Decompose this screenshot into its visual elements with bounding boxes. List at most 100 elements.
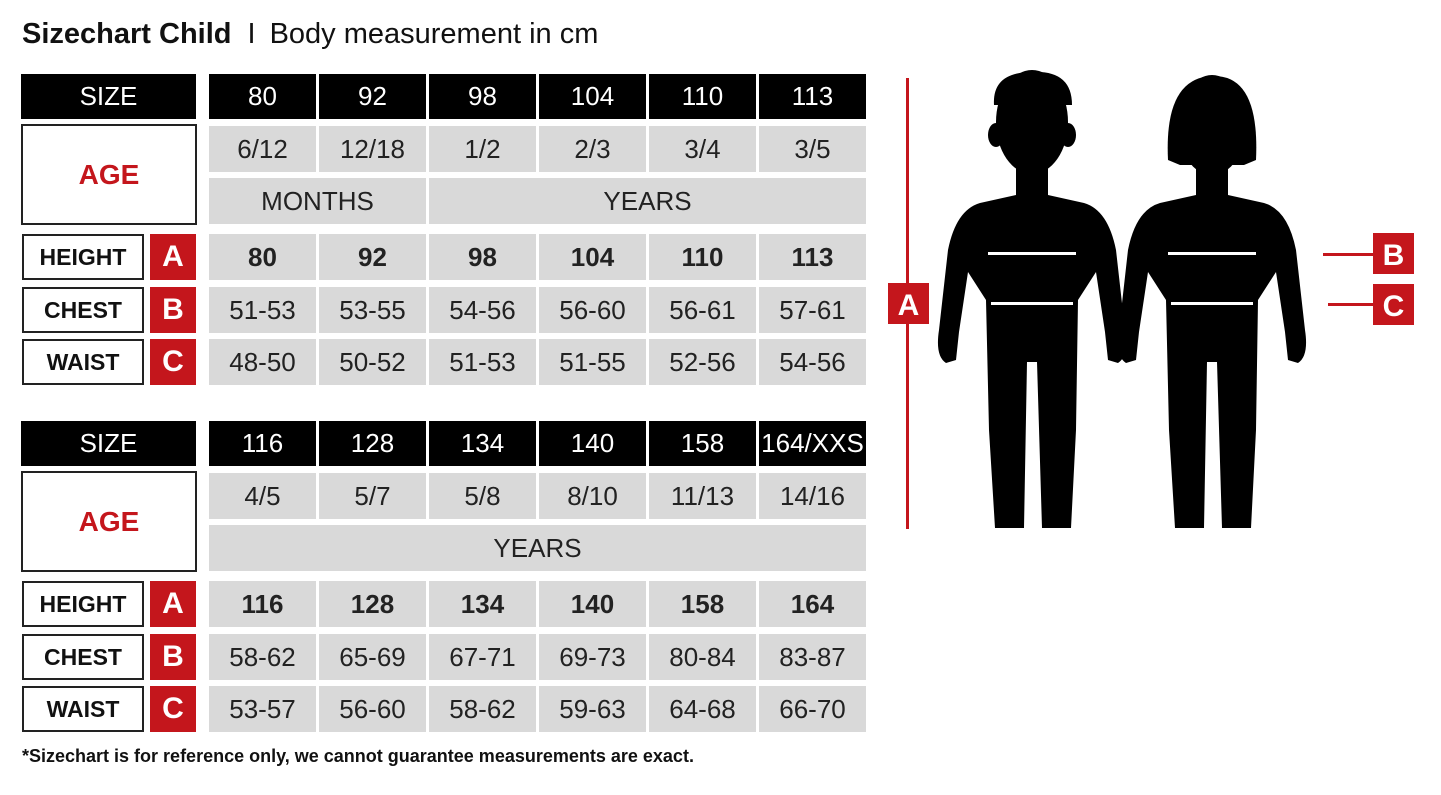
marker-c-badge: C bbox=[150, 686, 196, 732]
marker-a-box bbox=[888, 283, 929, 324]
waist-value-cell: 52-56 bbox=[649, 339, 756, 385]
height-line-top bbox=[906, 78, 909, 284]
girl-silhouette-icon bbox=[1117, 75, 1307, 528]
waist-value-cell: 50-52 bbox=[319, 339, 426, 385]
page-title: Sizechart Child I Body measurement in cm bbox=[22, 18, 598, 51]
height-value-cell: 164 bbox=[759, 581, 866, 627]
height-value-cell: 158 bbox=[649, 581, 756, 627]
size-column-header: 158 bbox=[649, 421, 756, 466]
age-cell: 5/7 bbox=[319, 473, 426, 519]
size-header: SIZE bbox=[21, 74, 196, 119]
marker-b-badge: B bbox=[150, 634, 196, 680]
size-column-header: 164/XXS bbox=[759, 421, 866, 466]
size-column-header: 113 bbox=[759, 74, 866, 119]
height-value-cell: 128 bbox=[319, 581, 426, 627]
height-line-bottom bbox=[906, 324, 909, 529]
waist-label: WAIST bbox=[22, 339, 144, 385]
size-column-header: 98 bbox=[429, 74, 536, 119]
waist-value-cell: 51-55 bbox=[539, 339, 646, 385]
age-cell: 6/12 bbox=[209, 126, 316, 172]
size-column-header: 134 bbox=[429, 421, 536, 466]
waist-value-cell: 53-57 bbox=[209, 686, 316, 732]
waist-line bbox=[1328, 303, 1373, 306]
marker-b-badge: B bbox=[150, 287, 196, 333]
waist-value-cell: 66-70 bbox=[759, 686, 866, 732]
height-marker: A bbox=[888, 78, 929, 529]
height-value-cell: 113 bbox=[759, 234, 866, 280]
waist-value-cell: 54-56 bbox=[759, 339, 866, 385]
marker-a-label: A bbox=[898, 289, 920, 322]
size-column-header: 116 bbox=[209, 421, 316, 466]
chest-value-cell: 54-56 bbox=[429, 287, 536, 333]
height-value-cell: 140 bbox=[539, 581, 646, 627]
age-unit-cell: MONTHS bbox=[209, 178, 426, 224]
marker-a-badge: A bbox=[150, 581, 196, 627]
chest-value-cell: 51-53 bbox=[209, 287, 316, 333]
waist-marker: C bbox=[1328, 284, 1414, 325]
age-cell: 12/18 bbox=[319, 126, 426, 172]
age-unit-cell: YEARS bbox=[429, 178, 866, 224]
marker-a-badge: A bbox=[150, 234, 196, 280]
waist-value-cell: 58-62 bbox=[429, 686, 536, 732]
size-column-header: 104 bbox=[539, 74, 646, 119]
waist-value-cell: 48-50 bbox=[209, 339, 316, 385]
marker-c-label: C bbox=[1383, 290, 1405, 323]
waist-value-cell: 51-53 bbox=[429, 339, 536, 385]
age-label: AGE bbox=[21, 124, 197, 225]
chest-value-cell: 53-55 bbox=[319, 287, 426, 333]
height-value-cell: 116 bbox=[209, 581, 316, 627]
size-column-header: 140 bbox=[539, 421, 646, 466]
age-cell: 3/5 bbox=[759, 126, 866, 172]
chest-value-cell: 80-84 bbox=[649, 634, 756, 680]
boy-silhouette-icon bbox=[937, 70, 1127, 528]
height-value-cell: 98 bbox=[429, 234, 536, 280]
height-label: HEIGHT bbox=[22, 581, 144, 627]
waist-value-cell: 64-68 bbox=[649, 686, 756, 732]
chest-label: CHEST bbox=[22, 287, 144, 333]
disclaimer-footnote: *Sizechart is for reference only, we can… bbox=[22, 746, 694, 766]
chest-marker: B bbox=[1323, 233, 1414, 274]
chest-line bbox=[1323, 253, 1373, 256]
age-cell: 2/3 bbox=[539, 126, 646, 172]
size-column-header: 80 bbox=[209, 74, 316, 119]
chest-value-cell: 58-62 bbox=[209, 634, 316, 680]
size-column-header: 128 bbox=[319, 421, 426, 466]
age-cell: 14/16 bbox=[759, 473, 866, 519]
size-header: SIZE bbox=[21, 421, 196, 466]
title-main: Sizechart Child bbox=[22, 18, 232, 50]
size-column-header: 92 bbox=[319, 74, 426, 119]
chest-value-cell: 57-61 bbox=[759, 287, 866, 333]
height-value-cell: 110 bbox=[649, 234, 756, 280]
height-value-cell: 80 bbox=[209, 234, 316, 280]
chest-value-cell: 67-71 bbox=[429, 634, 536, 680]
age-cell: 4/5 bbox=[209, 473, 316, 519]
marker-c-box bbox=[1373, 284, 1414, 325]
marker-b-box bbox=[1373, 233, 1414, 274]
chest-value-cell: 56-60 bbox=[539, 287, 646, 333]
age-cell: 11/13 bbox=[649, 473, 756, 519]
waist-value-cell: 59-63 bbox=[539, 686, 646, 732]
chest-value-cell: 65-69 bbox=[319, 634, 426, 680]
chest-value-cell: 56-61 bbox=[649, 287, 756, 333]
chest-value-cell: 69-73 bbox=[539, 634, 646, 680]
age-cell: 5/8 bbox=[429, 473, 536, 519]
size-column-header: 110 bbox=[649, 74, 756, 119]
waist-label: WAIST bbox=[22, 686, 144, 732]
age-cell: 8/10 bbox=[539, 473, 646, 519]
age-label: AGE bbox=[21, 471, 197, 572]
marker-c-badge: C bbox=[150, 339, 196, 385]
age-unit-cell: YEARS bbox=[209, 525, 866, 571]
marker-b-label: B bbox=[1383, 239, 1405, 272]
height-value-cell: 92 bbox=[319, 234, 426, 280]
waist-value-cell: 56-60 bbox=[319, 686, 426, 732]
height-label: HEIGHT bbox=[22, 234, 144, 280]
title-separator: I bbox=[247, 18, 256, 50]
title-subtitle: Body measurement in cm bbox=[269, 18, 599, 50]
height-value-cell: 134 bbox=[429, 581, 536, 627]
age-cell: 3/4 bbox=[649, 126, 756, 172]
height-value-cell: 104 bbox=[539, 234, 646, 280]
age-cell: 1/2 bbox=[429, 126, 536, 172]
chest-value-cell: 83-87 bbox=[759, 634, 866, 680]
chest-label: CHEST bbox=[22, 634, 144, 680]
